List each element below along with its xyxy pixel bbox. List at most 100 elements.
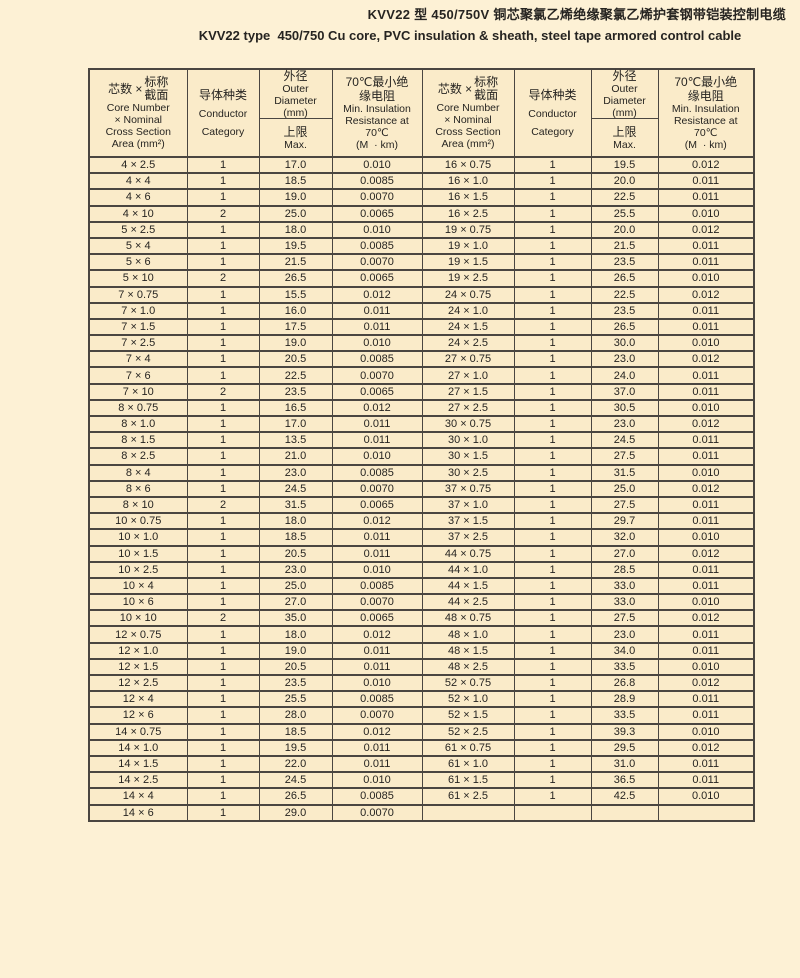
ir-right-cell: 0.011: [657, 432, 755, 450]
spec-left-cell: 5 × 10: [88, 270, 188, 288]
ir-left-cell: 0.010: [331, 221, 423, 239]
od-left-cell: 24.5: [258, 772, 333, 790]
table-row: 10 × 1.5 1 20.5 0.011 44 × 0.75 1 27.0 0.012: [88, 545, 755, 563]
spec-left-cell: 12 × 6: [88, 707, 188, 725]
od-left-cell: 26.5: [258, 270, 333, 288]
od-right-cell: 28.5: [590, 561, 659, 579]
table-row: 4 × 4 1 18.5 0.0085 16 × 1.0 1 20.0 0.011: [88, 173, 755, 191]
conductor-left-cell: 2: [186, 205, 260, 223]
ir-left-cell: 0.0085: [331, 464, 423, 482]
table-row: 4 × 2.5 1 17.0 0.010 16 × 0.75 1 19.5 0.012: [88, 157, 755, 175]
ir-left-cell: 0.0065: [331, 270, 423, 288]
od-left-cell: 17.0: [258, 416, 333, 434]
spec-left-cell: 10 × 10: [88, 610, 188, 628]
table-row: 5 × 6 1 21.5 0.0070 19 × 1.5 1 23.5 0.011: [88, 254, 755, 272]
od-left-cell: 19.5: [258, 237, 333, 256]
conductor-left-cell: 1: [186, 772, 260, 790]
header-spec-left: 芯数 × 标称 截面 Core Number × Nominal Cross S…: [88, 69, 188, 158]
table-row: 7 × 1.0 1 16.0 0.011 24 × 1.0 1 23.5 0.011: [88, 302, 755, 320]
spec-right-cell: 48 × 1.0: [421, 626, 515, 644]
od-right-cell: 26.5: [590, 270, 659, 288]
spec-right-cell: 61 × 1.0: [421, 755, 515, 774]
spec-left-cell: 7 × 4: [88, 351, 188, 369]
spec-right-cell: 44 × 1.0: [421, 561, 515, 579]
od-left-cell: 17.0: [258, 157, 333, 175]
ir-right-cell: 0.012: [657, 739, 755, 757]
conductor-left-cell: 1: [186, 254, 260, 272]
spec-right-cell: 24 × 1.0: [421, 302, 515, 320]
spec-left-cell: 10 × 4: [88, 577, 188, 596]
table-row: 8 × 10 2 31.5 0.0065 37 × 1.0 1 27.5 0.011: [88, 496, 755, 515]
conductor-left-cell: 1: [186, 561, 260, 579]
od-right-cell: 29.7: [590, 513, 659, 531]
spec-left-cell: 10 × 1.0: [88, 529, 188, 547]
spec-right-cell: 19 × 2.5: [421, 270, 515, 288]
conductor-right-cell: 1: [513, 772, 592, 790]
spec-left-cell: 8 × 4: [88, 464, 188, 482]
ir-right-cell: 0.012: [657, 480, 755, 498]
ir-left-cell: 0.012: [331, 399, 423, 418]
od-right-cell: 25.5: [590, 205, 659, 223]
table-row: 7 × 1.5 1 17.5 0.011 24 × 1.5 1 26.5 0.011: [88, 318, 755, 337]
ir-left-cell: 0.011: [331, 529, 423, 547]
spec-right-cell: 48 × 2.5: [421, 658, 515, 677]
ir-right-cell: 0.011: [657, 189, 755, 207]
spec-right-cell: 19 × 1.5: [421, 254, 515, 272]
conductor-right-cell: 1: [513, 723, 592, 741]
ir-left-cell: 0.012: [331, 723, 423, 741]
spec-left-cell: 4 × 4: [88, 173, 188, 191]
conductor-left-cell: 1: [186, 173, 260, 191]
header-od-max-left: 上限 Max.: [283, 124, 308, 151]
od-right-cell: 27.0: [590, 545, 659, 563]
ir-left-cell: 0.010: [331, 448, 423, 466]
table-row: 12 × 6 1 28.0 0.0070 52 × 1.5 1 33.5 0.011: [88, 707, 755, 725]
page-title-en: KVV22 type 450/750 Cu core, PVC insulati…: [198, 28, 742, 43]
od-right-cell: 36.5: [590, 772, 659, 790]
spec-right-cell: 52 × 2.5: [421, 723, 515, 741]
od-right-cell: 23.0: [590, 626, 659, 644]
od-left-cell: 18.5: [258, 723, 333, 741]
conductor-left-cell: 1: [186, 221, 260, 239]
spec-left-cell: 10 × 6: [88, 594, 188, 612]
ir-left-cell: 0.010: [331, 335, 423, 353]
od-left-cell: 18.5: [258, 173, 333, 191]
od-left-cell: 29.0: [258, 804, 333, 822]
od-right-cell: 23.0: [590, 416, 659, 434]
od-right-cell: 30.5: [590, 399, 659, 418]
spec-right-cell: 30 × 0.75: [421, 416, 515, 434]
spec-right-cell: 27 × 0.75: [421, 351, 515, 369]
conductor-left-cell: 1: [186, 626, 260, 644]
conductor-left-cell: 2: [186, 610, 260, 628]
od-left-cell: 19.0: [258, 189, 333, 207]
od-right-cell: 26.8: [590, 675, 659, 693]
conductor-right-cell: 1: [513, 432, 592, 450]
ir-left-cell: 0.0085: [331, 237, 423, 256]
conductor-left-cell: 1: [186, 513, 260, 531]
table-row: 14 × 6 1 29.0 0.0070: [88, 804, 755, 822]
spec-left-cell: 4 × 6: [88, 189, 188, 207]
od-right-cell: 21.5: [590, 237, 659, 256]
conductor-right-cell: 1: [513, 739, 592, 757]
conductor-left-cell: 1: [186, 545, 260, 563]
spec-right-cell: 61 × 2.5: [421, 788, 515, 806]
table-row: 5 × 2.5 1 18.0 0.010 19 × 0.75 1 20.0 0.012: [88, 221, 755, 239]
spec-left-cell: 12 × 1.0: [88, 642, 188, 660]
ir-left-cell: 0.0070: [331, 480, 423, 498]
ir-right-cell: 0.011: [657, 448, 755, 466]
conductor-left-cell: 1: [186, 577, 260, 596]
table-row: 10 × 10 2 35.0 0.0065 48 × 0.75 1 27.5 0.012: [88, 610, 755, 628]
spec-right-cell: 16 × 1.0: [421, 173, 515, 191]
spec-left-cell: 8 × 0.75: [88, 399, 188, 418]
conductor-right-cell: 1: [513, 626, 592, 644]
od-left-cell: 23.5: [258, 675, 333, 693]
header-insulation-right: 70℃最小绝 缘电阻 Min. Insulation Resistance at…: [657, 69, 755, 158]
conductor-right-cell: 1: [513, 610, 592, 628]
conductor-left-cell: 1: [186, 594, 260, 612]
spec-right-cell: 52 × 0.75: [421, 675, 515, 693]
conductor-right-cell: 1: [513, 254, 592, 272]
od-right-cell: 22.5: [590, 286, 659, 304]
spec-left-cell: 12 × 2.5: [88, 675, 188, 693]
ir-right-cell: 0.011: [657, 561, 755, 579]
table-row: 4 × 6 1 19.0 0.0070 16 × 1.5 1 22.5 0.011: [88, 189, 755, 207]
od-left-cell: 23.5: [258, 383, 333, 401]
